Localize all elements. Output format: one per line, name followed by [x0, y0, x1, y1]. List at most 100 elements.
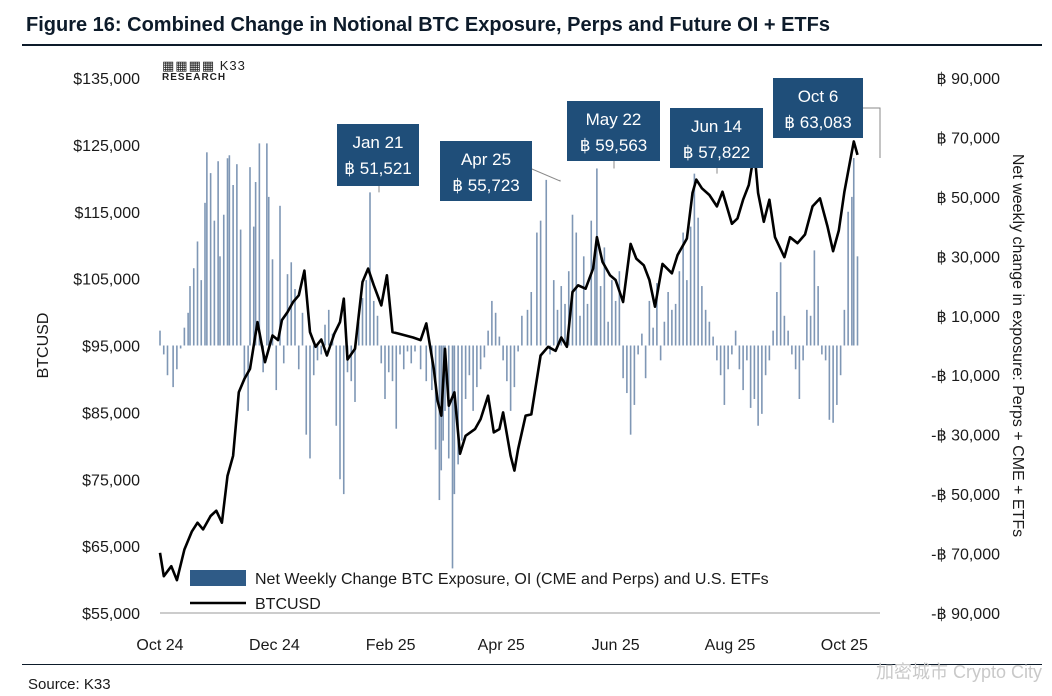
exposure-bar: [179, 345, 182, 349]
exposure-bar: [626, 345, 628, 394]
exposure-bar: [414, 345, 416, 352]
exposure-bar: [652, 327, 654, 346]
exposure-bar: [327, 309, 330, 346]
exposure-bar: [365, 280, 368, 346]
y-left-tick-label: $95,000: [82, 339, 140, 356]
exposure-bar: [506, 345, 508, 382]
exposure-bar: [757, 345, 759, 426]
exposure-bar: [791, 345, 793, 355]
exposure-bar: [686, 280, 688, 346]
legend-line-label: BTCUSD: [255, 596, 321, 613]
exposure-bar: [213, 220, 216, 346]
y-right-tick-label: -฿ 10,000: [931, 368, 1000, 385]
exposure-bar: [498, 336, 501, 346]
source-rule: [22, 664, 1042, 665]
annotation-value: ฿ 63,083: [784, 113, 852, 132]
exposure-bar: [614, 300, 617, 346]
y-right-tick-label: ฿ 30,000: [936, 249, 1000, 266]
y-right-tick-label: -฿ 30,000: [931, 428, 1000, 445]
exposure-bar: [734, 330, 737, 346]
k33-logo: ▦▦▦▦ K33 RESEARCH: [162, 59, 246, 84]
exposure-bar: [526, 309, 529, 346]
annotation-value: ฿ 51,521: [344, 159, 412, 178]
x-tick-label: Jun 25: [592, 637, 640, 654]
exposure-bar: [768, 345, 771, 361]
exposure-bar: [419, 345, 422, 370]
legend-bar-label: Net Weekly Change BTC Exposure, OI (CME …: [255, 571, 769, 588]
exposure-bar: [453, 345, 456, 495]
exposure-bar: [384, 345, 386, 399]
exposure-bar: [376, 315, 379, 346]
exposure-bar: [783, 315, 786, 346]
annotation-box: [440, 141, 532, 201]
exposure-bar: [644, 345, 647, 379]
y-right-tick-label: -฿ 90,000: [931, 606, 1000, 623]
exposure-bar: [716, 345, 718, 361]
exposure-bar: [258, 143, 261, 346]
exposure-bar: [324, 324, 326, 346]
exposure-bar: [828, 345, 831, 420]
exposure-bar: [476, 345, 478, 388]
y-left-tick-label: $75,000: [82, 472, 140, 489]
x-tick-label: Oct 24: [136, 637, 183, 654]
exposure-bar: [451, 345, 454, 569]
exposure-bar: [689, 226, 692, 346]
exposure-bar: [249, 167, 251, 346]
exposure-bar: [637, 345, 639, 355]
exposure-bar: [794, 345, 797, 370]
annotation-box: [773, 78, 863, 138]
exposure-bar: [187, 312, 189, 346]
exposure-bar: [222, 214, 225, 346]
exposure-bar: [693, 173, 696, 346]
exposure-bar: [633, 345, 636, 405]
exposure-bar: [162, 345, 165, 355]
exposure-bar: [659, 345, 662, 361]
y-right-tick-label: -฿ 70,000: [931, 547, 1000, 564]
exposure-bar: [159, 330, 161, 346]
exposure-bar: [671, 309, 673, 346]
exposure-bar: [824, 345, 827, 361]
exposure-bar: [622, 345, 624, 379]
exposure-bar: [586, 303, 589, 346]
exposure-bar: [461, 345, 463, 441]
annotation-date: May 22: [586, 110, 642, 129]
watermark: 加密城市 Crypto City: [875, 662, 1042, 682]
exposure-bar: [839, 345, 842, 376]
y-right-axis-title: Net weekly change in exposure: Perps + C…: [1009, 154, 1026, 537]
exposure-bar: [742, 345, 744, 391]
exposure-bar: [312, 345, 315, 376]
exposure-bar: [444, 345, 446, 411]
exposure-bar: [539, 220, 542, 346]
exposure-bar: [832, 345, 834, 423]
exposure-bar: [648, 300, 651, 346]
exposure-bar: [579, 315, 581, 346]
exposure-bar: [817, 286, 819, 346]
exposure-bar: [847, 211, 849, 346]
exposure-bar: [391, 345, 394, 382]
exposure-bar: [468, 345, 471, 376]
exposure-bar: [530, 292, 533, 346]
exposure-bar: [434, 345, 437, 450]
exposure-bar: [200, 280, 203, 346]
x-tick-label: Aug 25: [705, 637, 756, 654]
exposure-bar: [491, 300, 493, 346]
exposure-bar: [509, 345, 512, 411]
exposure-bar: [189, 286, 191, 346]
exposure-bar: [487, 330, 489, 346]
exposure-bar: [226, 158, 229, 346]
exposure-bar: [521, 315, 523, 346]
annotation-box: [670, 108, 763, 168]
y-right-tick-label: ฿ 90,000: [936, 71, 1000, 88]
exposure-bar: [590, 220, 593, 346]
exposure-bar: [603, 247, 606, 346]
exposure-bar: [361, 297, 364, 346]
exposure-bar: [731, 345, 733, 355]
exposure-bar: [813, 250, 816, 346]
annotation-value: ฿ 55,723: [452, 176, 520, 195]
exposure-bar: [549, 345, 551, 355]
exposure-bar: [697, 217, 699, 346]
exposure-bar: [701, 286, 703, 346]
exposure-bar: [560, 286, 563, 346]
title-underline: [22, 44, 1042, 46]
btcusd-line: [158, 140, 859, 582]
